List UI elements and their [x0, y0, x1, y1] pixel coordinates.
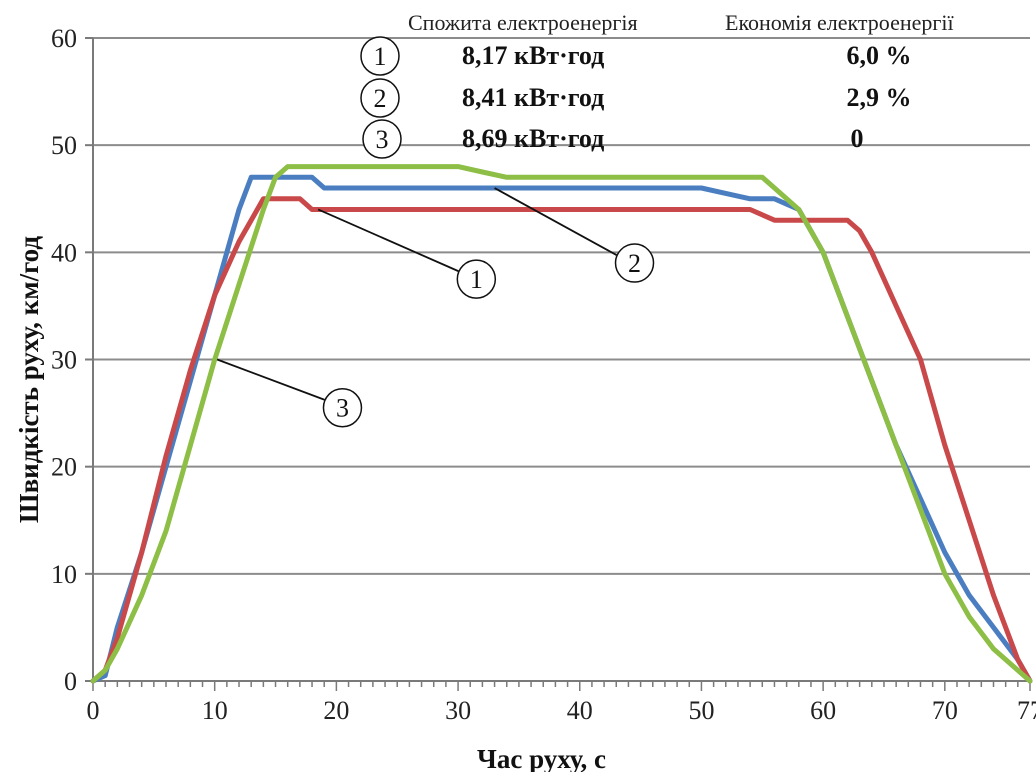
legend-savings-value: 0 [851, 124, 864, 153]
annotation-label: 1 [470, 265, 483, 294]
legend-header-savings: Економія електроенергії [725, 10, 955, 35]
annotation-circle [322, 387, 363, 428]
legend-consumed-value: 8,41 кВт·год [462, 83, 604, 112]
legend-series-number: 2 [374, 84, 387, 113]
legend-series-number: 1 [374, 42, 387, 71]
x-tick-label: 0 [87, 696, 100, 725]
legend-savings-value: 2,9 % [847, 83, 912, 112]
annotation-circle [456, 259, 497, 299]
legend-header-consumed: Спожита електроенергія [408, 10, 638, 35]
annotation-circle [614, 243, 655, 283]
y-tick-label: 10 [51, 560, 77, 589]
annotation-leader [317, 208, 459, 272]
annotation-label: 3 [336, 394, 349, 423]
y-tick-label: 60 [51, 24, 77, 53]
legend-consumed-value: 8,69 кВт·год [462, 124, 604, 153]
x-tick-label: 10 [202, 696, 228, 725]
x-tick-label: 60 [810, 696, 836, 725]
y-tick-label: 0 [64, 667, 77, 696]
x-tick-label: 20 [323, 696, 349, 725]
y-tick-label: 50 [51, 131, 77, 160]
y-tick-label: 20 [51, 453, 77, 482]
legend-circle [360, 36, 400, 76]
legend-circle [362, 119, 402, 159]
x-tick-label: 40 [567, 696, 593, 725]
annotation-leader [216, 358, 325, 401]
legend-series-number: 3 [376, 125, 389, 154]
x-tick-label: 77 [1017, 696, 1036, 725]
legend-consumed-value: 8,17 кВт·год [462, 41, 604, 70]
series-line-1 [90, 174, 1033, 684]
y-axis-title: Швидкість руху, км/год [14, 236, 44, 523]
annotation-leader [494, 187, 617, 256]
x-axis-title: Час руху, с [477, 744, 606, 772]
x-tick-label: 30 [445, 696, 471, 725]
series-line-3 [90, 164, 1033, 684]
legend-savings-value: 6,0 % [847, 41, 912, 70]
annotation-label: 2 [628, 249, 641, 278]
legend-circle [360, 78, 400, 118]
x-tick-label: 50 [688, 696, 714, 725]
x-tick-label: 70 [932, 696, 958, 725]
y-tick-label: 40 [51, 238, 77, 267]
series-line-2 [90, 196, 1033, 684]
y-tick-label: 30 [51, 346, 77, 375]
